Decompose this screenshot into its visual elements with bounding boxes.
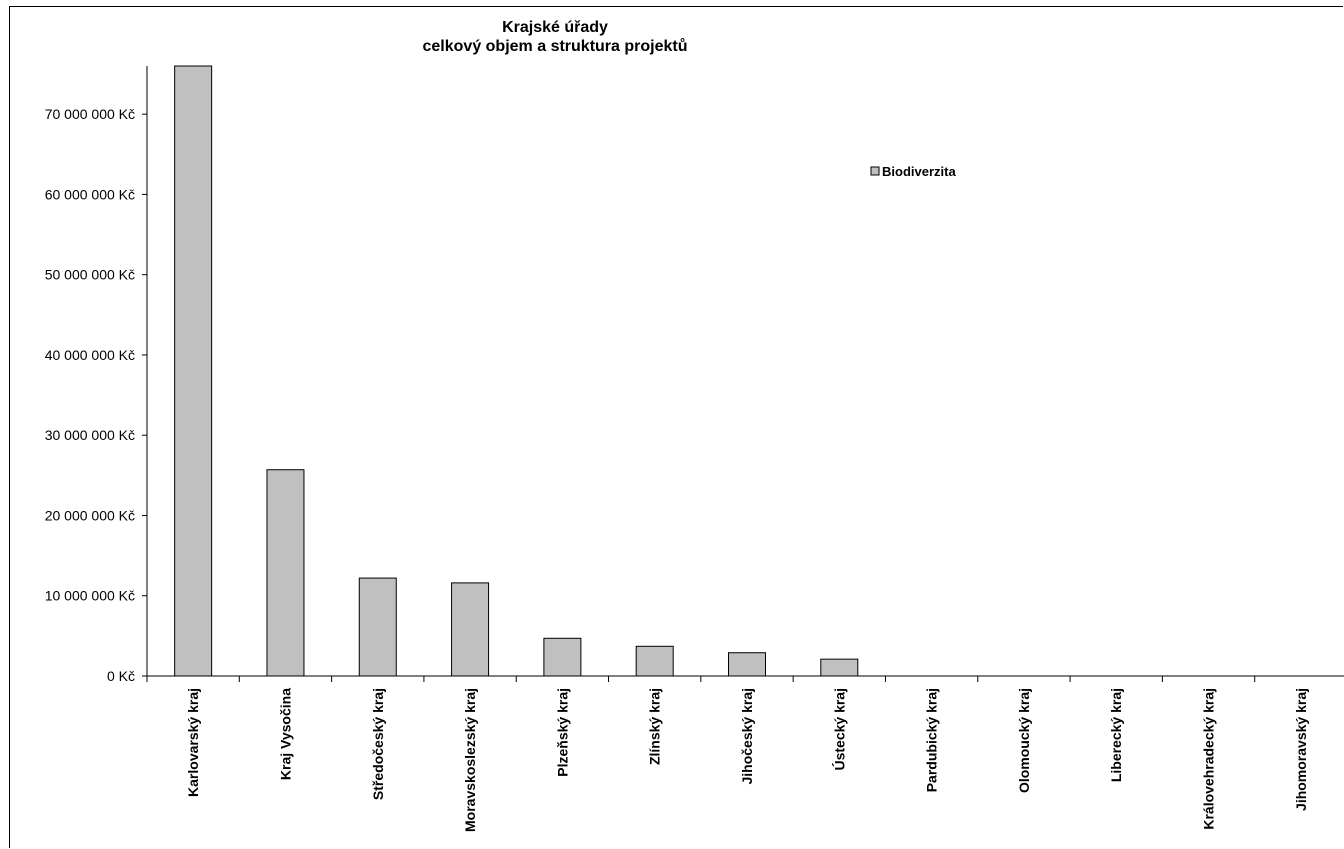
bar-chart: Krajské úřady celkový objem a struktura … (45, 19, 1344, 832)
legend: Biodiverzita (870, 164, 956, 179)
x-category-label: Moravskoslezský kraj (462, 688, 478, 832)
x-category-label: Královehradecký kraj (1201, 688, 1217, 830)
x-category-label: Karlovarský kraj (185, 688, 201, 797)
chart-title-line-2: celkový objem a struktura projektů (423, 38, 688, 55)
x-category-label: Olomoucký kraj (1016, 688, 1032, 793)
bar (451, 582, 490, 677)
y-tick-label: 20 000 000 Kč (45, 507, 135, 523)
bar (728, 652, 766, 677)
x-category-label: Plzeňský kraj (554, 688, 570, 777)
chart-area: Krajské úřady celkový objem a struktura … (9, 6, 1344, 848)
bar (358, 577, 397, 677)
x-category-label: Jihočeský kraj (739, 688, 755, 785)
y-tick-label: 30 000 000 Kč (45, 427, 135, 443)
x-category-label: Středočeský kraj (370, 688, 386, 800)
legend-swatch-icon (870, 166, 880, 176)
x-category-label: Kraj Vysočina (277, 688, 293, 780)
bar (174, 65, 213, 677)
bar (266, 469, 305, 677)
x-category-label: Ústecký kraj (830, 688, 847, 771)
y-tick-label: 0 Kč (107, 668, 135, 684)
bar (635, 645, 674, 677)
x-category-label: Zlínský kraj (647, 688, 663, 765)
x-category-label: Jihomoravský kraj (1293, 688, 1309, 811)
y-tick-label: 10 000 000 Kč (45, 588, 135, 604)
y-tick-label: 40 000 000 Kč (45, 347, 135, 363)
x-category-label: Pardubický kraj (924, 688, 940, 792)
chart-title-line-1: Krajské úřady (502, 19, 608, 36)
bar-series (174, 65, 859, 677)
y-tick-label: 70 000 000 Kč (45, 106, 135, 122)
x-category-label: Liberecký kraj (1108, 688, 1124, 782)
y-tick-label: 60 000 000 Kč (45, 186, 135, 202)
y-axis: 0 Kč 10 000 000 Kč 20 000 000 Kč 30 000 000… (45, 66, 148, 684)
legend-label: Biodiverzita (882, 164, 956, 179)
y-tick-label: 50 000 000 Kč (45, 267, 135, 283)
bar (543, 637, 582, 677)
x-axis: Karlovarský kraj Kraj Vysočina Středočeský… (146, 675, 1344, 832)
bar (820, 658, 859, 677)
